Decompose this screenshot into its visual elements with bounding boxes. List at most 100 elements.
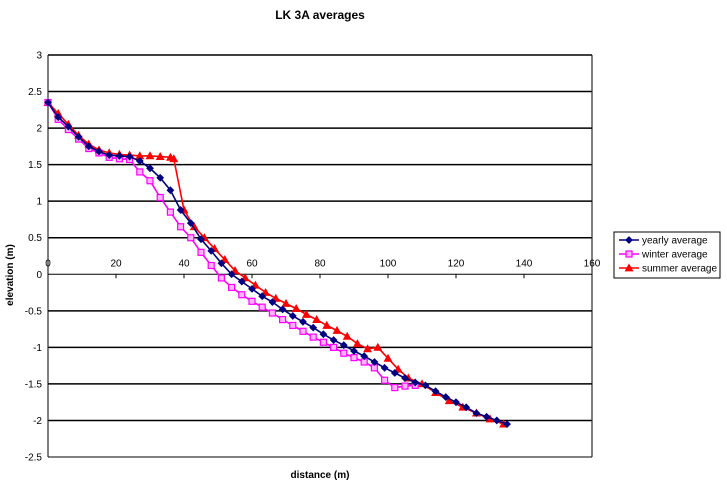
x-tick-label: 120 — [448, 258, 465, 269]
data-point — [228, 283, 236, 292]
legend-marker — [624, 263, 634, 272]
data-point — [197, 235, 205, 244]
legend-marker — [625, 250, 633, 258]
data-point — [339, 341, 348, 350]
data-point — [383, 353, 393, 362]
data-point — [380, 363, 389, 372]
data-point — [268, 309, 276, 317]
x-tick-label: 60 — [246, 258, 258, 269]
data-point — [155, 151, 165, 160]
y-tick-label: 2.5 — [28, 87, 42, 98]
data-point — [452, 398, 460, 407]
data-point — [309, 323, 318, 332]
gridlines — [48, 54, 592, 422]
data-point — [370, 358, 379, 366]
data-point — [207, 246, 216, 255]
data-point — [352, 339, 362, 348]
x-tick-label: 40 — [178, 258, 190, 269]
data-point — [492, 416, 501, 425]
data-point — [301, 309, 311, 318]
y-tick-label: 0.5 — [28, 233, 42, 244]
legend-marker — [625, 236, 633, 244]
legend-item: winter average — [619, 250, 708, 261]
data-point — [289, 321, 297, 330]
data-point — [145, 151, 155, 160]
x-tick-label: 0 — [45, 258, 51, 269]
y-tick-label: -2 — [33, 416, 42, 427]
data-point — [125, 152, 134, 161]
data-point — [146, 164, 154, 173]
x-tick-label: 100 — [380, 258, 397, 269]
data-point — [322, 320, 332, 329]
data-point — [278, 305, 287, 314]
data-point — [342, 331, 352, 340]
legend-item: yearly average — [619, 236, 708, 247]
legend: yearly average winter average summer avera… — [613, 231, 721, 279]
data-point — [332, 325, 342, 334]
data-point — [431, 387, 440, 396]
x-tick-labels: 0 20 40 60 80 100 120 140 160 — [45, 258, 601, 269]
data-point — [177, 223, 185, 231]
y-tick-label: 3 — [36, 51, 42, 62]
data-point — [268, 298, 277, 306]
data-point — [220, 255, 230, 264]
data-point — [391, 383, 399, 392]
data-point — [95, 147, 103, 156]
data-point — [248, 297, 256, 305]
data-point — [350, 347, 358, 355]
data-point — [472, 409, 481, 418]
data-point — [271, 293, 281, 302]
data-point — [187, 234, 195, 242]
data-point — [217, 259, 226, 268]
data-point — [240, 273, 250, 282]
data-point — [312, 314, 322, 323]
data-point — [373, 342, 383, 351]
data-point — [319, 330, 328, 339]
data-point — [340, 349, 348, 357]
data-point — [250, 280, 260, 289]
data-series — [43, 97, 511, 429]
y-axis-title: elevation (m) — [5, 244, 16, 306]
data-point — [248, 284, 256, 293]
y-tick-label: 2 — [36, 124, 42, 135]
data-point — [381, 376, 389, 384]
y-tick-label: -2.5 — [25, 453, 43, 464]
x-tick-label: 140 — [516, 258, 533, 269]
data-point — [84, 142, 93, 151]
data-point — [197, 248, 205, 256]
y-tick-label: -0.5 — [25, 306, 43, 317]
data-point — [44, 98, 52, 107]
axes — [47, 55, 593, 458]
data-point — [330, 343, 338, 351]
data-point — [261, 287, 271, 296]
y-tick-label: 1.5 — [28, 160, 42, 171]
data-point — [393, 364, 403, 373]
data-point — [329, 336, 338, 344]
series-line — [47, 102, 508, 425]
data-point — [503, 420, 511, 429]
data-point — [421, 381, 430, 390]
data-point — [258, 303, 266, 311]
series-yearly-average — [44, 98, 511, 429]
data-point — [281, 298, 291, 307]
x-tick-label: 80 — [314, 258, 326, 269]
data-point — [105, 151, 114, 160]
legend-label: summer average — [642, 264, 717, 275]
legend-label: winter average — [641, 250, 708, 261]
data-point — [207, 261, 215, 270]
data-point — [74, 132, 83, 141]
data-point — [291, 303, 301, 313]
data-point — [217, 274, 225, 282]
data-point — [176, 206, 185, 214]
data-point — [135, 157, 144, 165]
data-point — [401, 382, 409, 390]
data-point — [350, 353, 358, 362]
data-point — [230, 265, 240, 274]
y-tick-label: 0 — [36, 270, 42, 281]
data-point — [279, 315, 287, 324]
data-point — [309, 333, 317, 341]
chart-title: LK 3A averages — [275, 8, 365, 22]
x-axis-title: distance (m) — [291, 470, 350, 481]
data-point — [186, 219, 195, 228]
data-point — [156, 173, 165, 182]
